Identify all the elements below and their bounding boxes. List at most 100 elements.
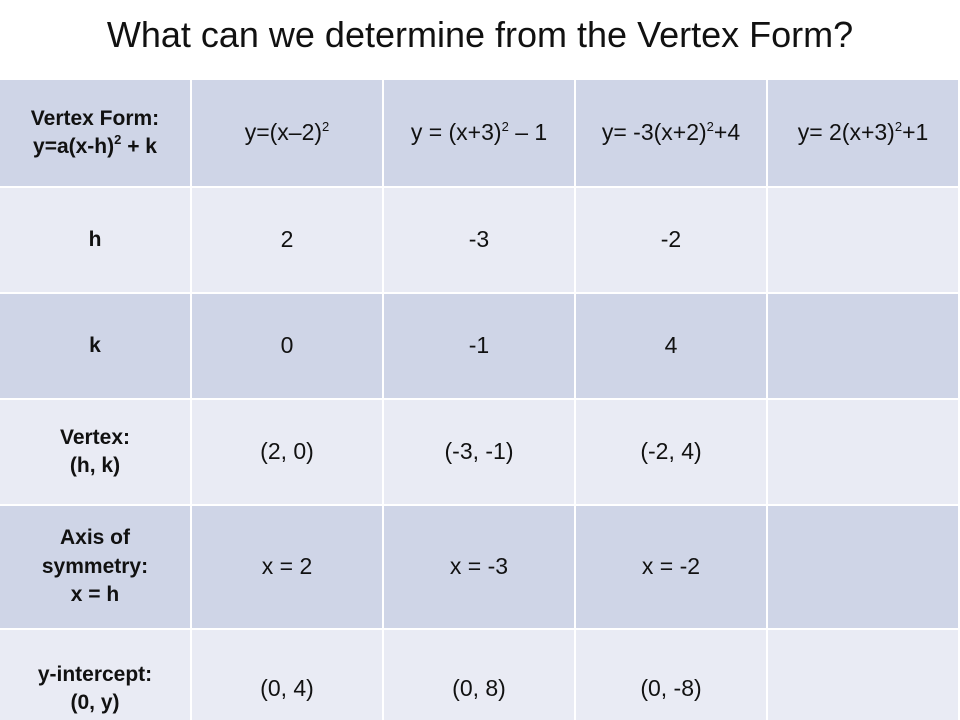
cell-text: (h, k) [69, 454, 121, 477]
table-cell: y=(x–2)2 [192, 80, 384, 188]
cell-text: x = h [70, 583, 120, 607]
cell-text: x = -2 [641, 553, 701, 580]
cell-text: (2, 0) [260, 438, 314, 465]
table-cell: -2 [576, 188, 768, 294]
cell-text: x = 2 [261, 553, 313, 580]
cell-text: -3 [468, 226, 490, 253]
cell-text: h [88, 227, 102, 251]
cell-line: x = -3 [450, 551, 508, 582]
table: Vertex Form: y=a(x-h)2 + k y=(x–2)2 y = (x+… [0, 80, 960, 720]
cell-line: symmetry: [42, 553, 148, 581]
row-header-cell: h [0, 188, 192, 294]
cell-line: 4 [665, 330, 678, 361]
cell-line: Vertex Form: [31, 105, 159, 133]
cell-line: (0, 8) [452, 673, 506, 704]
cell-text: y = (x+3) [410, 119, 502, 146]
table-cell [768, 506, 960, 630]
cell-line: h [89, 226, 102, 254]
table-cell [768, 400, 960, 506]
superscript: 2 [894, 119, 903, 135]
cell-line: x = h [71, 581, 119, 609]
table-cell [768, 294, 960, 400]
table-cell: (0, 8) [384, 630, 576, 720]
table-cell: (0, 4) [192, 630, 384, 720]
cell-text: (0, y) [70, 691, 120, 714]
row-header-cell: Vertex Form: y=a(x-h)2 + k [0, 80, 192, 188]
cell-text: (0, 8) [452, 675, 506, 702]
table-cell: y= 2(x+3)2+1 [768, 80, 960, 188]
cell-text: Axis of [59, 526, 130, 550]
row-header-cell: Vertex: (h, k) [0, 400, 192, 506]
row-header-cell: k [0, 294, 192, 400]
cell-text: +4 [713, 119, 741, 146]
cell-line: (2, 0) [260, 436, 314, 467]
cell-line: -2 [661, 224, 681, 255]
table-cell: x = -3 [384, 506, 576, 630]
cell-text: + k [121, 135, 157, 158]
cell-line: y= -3(x+2)2+4 [602, 117, 740, 148]
cell-text: -2 [660, 226, 682, 253]
slide-title: What can we determine from the Vertex Fo… [106, 14, 854, 55]
cell-text: y=(x–2) [244, 119, 323, 146]
cell-text: Vertex Form: [30, 106, 160, 130]
table-cell [768, 630, 960, 720]
cell-line: -1 [469, 330, 489, 361]
superscript: 2 [706, 119, 714, 135]
cell-text: y=a(x-h) [33, 135, 115, 158]
table-cell: y= -3(x+2)2+4 [576, 80, 768, 188]
superscript: 2 [501, 119, 509, 135]
cell-line: x = -2 [642, 551, 700, 582]
cell-text: (0, 4) [260, 675, 314, 702]
cell-line: -3 [469, 224, 489, 255]
cell-text: y= -3(x+2) [601, 119, 707, 146]
cell-line: x = 2 [262, 551, 313, 582]
table-cell: (0, -8) [576, 630, 768, 720]
cell-line: (0, y) [70, 689, 119, 717]
table-cell: 2 [192, 188, 384, 294]
table-cell [768, 188, 960, 294]
cell-text: (-3, -1) [444, 438, 514, 465]
cell-line: Axis of [60, 524, 130, 552]
cell-line: k [89, 332, 101, 360]
table-cell: (-3, -1) [384, 400, 576, 506]
cell-text: 2 [280, 226, 294, 253]
cell-line: y=a(x-h)2 + k [33, 133, 157, 161]
table-cell: -1 [384, 294, 576, 400]
table-cell: 0 [192, 294, 384, 400]
table-cell: x = -2 [576, 506, 768, 630]
cell-text: 0 [280, 332, 294, 359]
cell-line: (h, k) [70, 452, 120, 480]
row-header-cell: y-intercept: (0, y) [0, 630, 192, 720]
cell-line: y = (x+3)2 – 1 [411, 117, 547, 148]
cell-line: (0, -8) [640, 673, 701, 704]
cell-line: y=(x–2)2 [245, 117, 330, 148]
cell-line: (-3, -1) [445, 436, 514, 467]
cell-line: 0 [281, 330, 294, 361]
cell-line: (0, 4) [260, 673, 314, 704]
cell-line: y-intercept: [38, 661, 152, 689]
table-cell: (-2, 4) [576, 400, 768, 506]
table-cell: (2, 0) [192, 400, 384, 506]
cell-text: (-2, 4) [640, 438, 702, 465]
cell-line: (-2, 4) [640, 436, 701, 467]
table-cell: -3 [384, 188, 576, 294]
cell-text: y-intercept: [37, 662, 153, 686]
row-header-cell: Axis of symmetry: x = h [0, 506, 192, 630]
cell-line: 2 [281, 224, 294, 255]
cell-text: y= 2(x+3) [797, 119, 895, 146]
cell-text: k [89, 333, 101, 357]
cell-text: Vertex: [59, 425, 131, 449]
cell-text: 4 [664, 332, 678, 359]
cell-text: +1 [902, 119, 929, 146]
cell-text: (0, -8) [640, 675, 702, 702]
table-cell: x = 2 [192, 506, 384, 630]
cell-text: x = -3 [449, 553, 509, 580]
cell-line: Vertex: [60, 424, 130, 452]
superscript: 2 [114, 132, 122, 147]
table-cell: 4 [576, 294, 768, 400]
cell-text: – 1 [508, 119, 548, 146]
cell-text: symmetry: [41, 554, 149, 578]
table-cell: y = (x+3)2 – 1 [384, 80, 576, 188]
superscript: 2 [322, 119, 330, 135]
